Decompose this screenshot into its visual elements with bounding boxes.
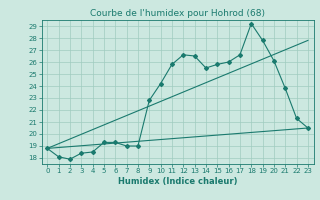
X-axis label: Humidex (Indice chaleur): Humidex (Indice chaleur) [118,177,237,186]
Title: Courbe de l'humidex pour Hohrod (68): Courbe de l'humidex pour Hohrod (68) [90,9,265,18]
